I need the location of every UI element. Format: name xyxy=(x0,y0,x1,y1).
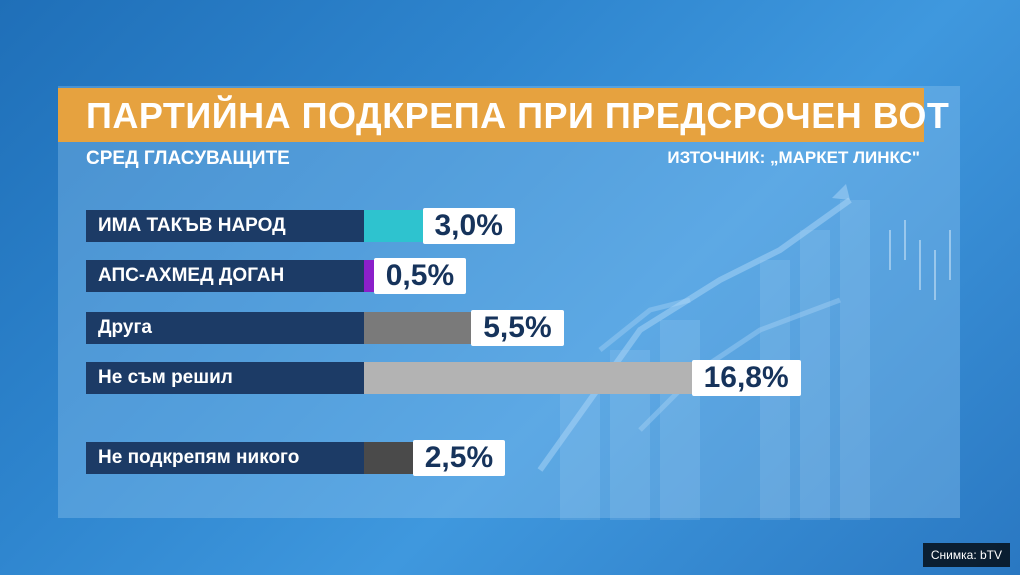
bar-value-label: 16,8% xyxy=(691,360,801,396)
title-bar xyxy=(58,88,924,142)
chart-source: ИЗТОЧНИК: „МАРКЕТ ЛИНКС" xyxy=(667,148,920,167)
bar-category-label: АПС-АХМЕД ДОГАН xyxy=(86,260,364,292)
bar-value-label: 0,5% xyxy=(373,258,467,294)
photo-credit: Снимка: bTV xyxy=(922,543,1010,567)
bar-value-label: 3,0% xyxy=(422,208,515,244)
bar-category-label: ИМА ТАКЪВ НАРОД xyxy=(86,210,364,242)
bar-category-label: Друга xyxy=(86,312,364,344)
bar-category-label: Не подкрепям никого xyxy=(86,442,364,474)
bar-value-label: 2,5% xyxy=(412,440,506,476)
bar xyxy=(364,362,692,394)
chart-subtitle: СРЕД ГЛАСУВАЩИТЕ xyxy=(86,148,290,169)
bar xyxy=(364,312,472,344)
bar-value-label: 5,5% xyxy=(471,310,564,346)
chart-title: ПАРТИЙНА ПОДКРЕПА ПРИ ПРЕДСРОЧЕН ВОТ xyxy=(86,95,950,136)
bar xyxy=(364,210,423,242)
bar xyxy=(364,260,374,292)
bar-category-label: Не съм решил xyxy=(86,362,364,394)
bar xyxy=(364,442,413,474)
